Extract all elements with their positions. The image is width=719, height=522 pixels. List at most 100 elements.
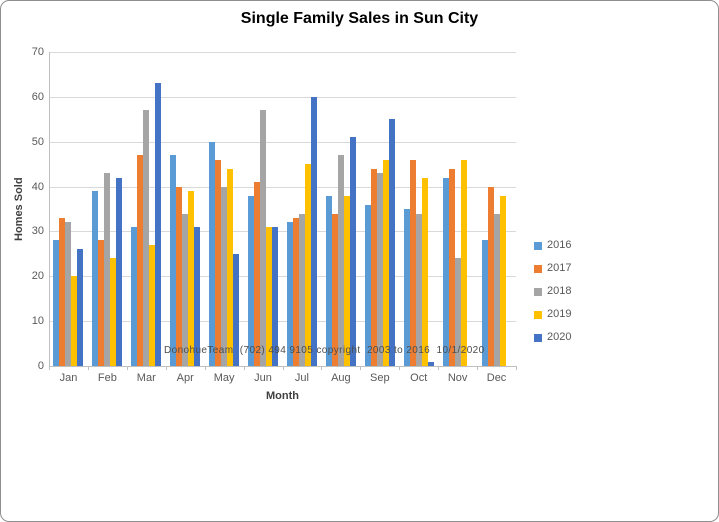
bar: [310, 96, 317, 366]
gridline: [49, 52, 516, 53]
bar: [98, 240, 105, 366]
bar: [137, 155, 144, 366]
bar-group: [360, 52, 399, 366]
bar-group: [88, 52, 127, 366]
legend-label: 2019: [547, 308, 572, 320]
x-axis-tick-label: Apr: [176, 372, 194, 384]
x-axis-tick-label: Jun: [254, 372, 272, 384]
legend-swatch: [534, 241, 542, 250]
bar: [343, 195, 350, 366]
legend-label: 2018: [547, 285, 572, 297]
bar: [131, 226, 138, 366]
y-axis-tick-label: 40: [31, 180, 44, 193]
gridline: [49, 321, 516, 323]
x-axis-tick-label: Mar: [136, 372, 156, 384]
x-axis-tick-label: Jan: [59, 372, 78, 384]
bar-group: [477, 52, 516, 366]
bar: [448, 168, 455, 366]
bar: [349, 137, 356, 366]
bar: [331, 213, 338, 366]
bar: [233, 253, 240, 366]
bar: [409, 159, 416, 366]
chart-title: Single Family Sales in Sun City: [240, 10, 479, 27]
bar: [155, 83, 162, 366]
legend: 2016 2017 2018 2019 2020: [534, 234, 571, 349]
bar: [499, 195, 506, 366]
x-axis-tick-mark: [165, 366, 167, 370]
bar: [209, 141, 216, 366]
x-axis-tick-label: Feb: [97, 372, 117, 384]
bar: [376, 173, 383, 366]
bar-group: [49, 52, 88, 366]
legend-swatch: [534, 264, 542, 273]
y-axis-line: [49, 52, 50, 366]
gridline: [49, 231, 516, 233]
bar: [442, 177, 449, 366]
bar: [77, 249, 84, 366]
y-axis-tick-label: 50: [31, 135, 44, 148]
x-axis-tick-mark: [204, 366, 206, 370]
legend-swatch: [534, 310, 542, 319]
bar: [65, 222, 72, 366]
x-axis-tick-label: Aug: [331, 372, 351, 384]
bar: [460, 159, 467, 366]
bar: [176, 186, 183, 366]
bar: [421, 177, 428, 366]
gridline: [49, 141, 516, 143]
bar: [170, 155, 177, 366]
bar: [104, 173, 111, 366]
bar: [304, 164, 311, 366]
bar: [248, 195, 255, 366]
x-axis-title: Month: [266, 390, 299, 402]
bar: [403, 209, 410, 366]
x-axis-tick-mark: [49, 366, 50, 370]
bar-group: [127, 52, 166, 366]
bar: [487, 186, 494, 366]
y-axis-tick-label: 20: [31, 270, 44, 283]
x-axis-tick-mark: [477, 366, 479, 370]
bar-group: [399, 52, 438, 366]
legend-label: 2017: [547, 262, 572, 274]
bar: [149, 244, 156, 366]
x-axis-tick-label: Jul: [294, 372, 309, 384]
bar: [227, 168, 234, 366]
legend-item: 2018: [534, 280, 571, 303]
x-axis-tick-label: May: [213, 372, 235, 384]
x-axis-tick-mark: [87, 366, 89, 370]
bar: [221, 186, 228, 366]
bar: [110, 258, 117, 366]
x-axis-tick-label: Dec: [486, 372, 507, 384]
legend-swatch: [534, 333, 542, 342]
bar: [215, 159, 222, 366]
legend-item: 2019: [534, 303, 571, 326]
x-axis-tick-label: Oct: [410, 372, 428, 384]
x-axis-tick-label: Nov: [447, 372, 468, 384]
x-axis-tick-mark: [360, 366, 362, 370]
bar: [182, 213, 189, 366]
legend-label: 2020: [547, 331, 572, 343]
bar: [298, 213, 305, 366]
gridline: [49, 96, 516, 98]
legend-label: 2016: [547, 239, 572, 251]
bar: [254, 182, 261, 366]
bar: [454, 258, 461, 366]
x-axis-tick-mark: [282, 366, 284, 370]
y-axis-tick-label: 10: [31, 315, 44, 328]
bar: [260, 110, 267, 366]
bar: [116, 177, 123, 366]
y-axis-tick-label: 70: [31, 46, 44, 58]
x-axis-tick-mark: [243, 366, 245, 370]
bar-group: [166, 52, 205, 366]
legend-item: 2020: [534, 326, 571, 349]
y-axis-tick-label: 0: [37, 360, 44, 372]
bar: [481, 240, 488, 366]
bar: [427, 361, 434, 366]
bar: [292, 217, 299, 366]
legend-swatch: [534, 287, 542, 296]
bar: [266, 226, 273, 366]
y-axis-tick-label: 60: [31, 90, 44, 103]
bar-group: [438, 52, 477, 366]
bar-group: [321, 52, 360, 366]
bar: [493, 213, 500, 366]
